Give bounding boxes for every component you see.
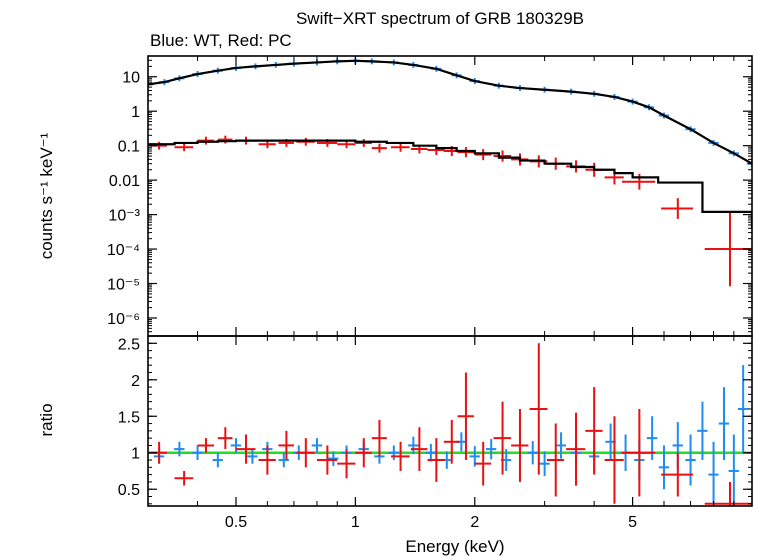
wt-data-point xyxy=(212,452,223,468)
xtick-label: 0.5 xyxy=(225,514,247,531)
pc-data-point xyxy=(661,452,694,497)
pc-data-point xyxy=(474,149,492,161)
panel-1-ytick-label: 1.5 xyxy=(118,409,140,426)
pc-data-point xyxy=(410,427,428,471)
pc-data-point xyxy=(391,441,410,471)
wt-data-point xyxy=(388,445,399,461)
wt-data-point xyxy=(728,434,739,506)
pc-data-point xyxy=(371,143,387,153)
pc-data-point xyxy=(546,423,565,497)
wt-data-point xyxy=(539,451,550,477)
pc-data-point xyxy=(217,135,233,144)
pc-data-point xyxy=(457,147,474,158)
pc-data-point xyxy=(316,445,338,475)
pc-data-point xyxy=(296,438,315,468)
pc-data-point xyxy=(474,441,492,486)
pc-data-point xyxy=(493,150,512,162)
panel-0-ytick-label: 10 xyxy=(122,70,140,87)
wt-data-point xyxy=(230,438,242,453)
pc-data-point xyxy=(427,438,445,482)
wt-data-point xyxy=(192,445,203,461)
pc-data-point xyxy=(661,198,694,219)
wt-data-point xyxy=(737,365,749,453)
spectrum-ylabel: counts s⁻¹ keV⁻¹ xyxy=(37,132,56,259)
panel-0-ytick-label: 0.01 xyxy=(109,173,140,190)
spectrum-panel: 10⁻⁶ 10⁻⁵ 10⁻⁴ 10⁻³ 0.01 0.1 1 10 xyxy=(107,55,753,337)
xtick-label: 5 xyxy=(628,514,637,531)
panel-1-frame xyxy=(147,335,753,507)
y-axis-label-ratio: ratio xyxy=(37,403,56,436)
pc-data-point xyxy=(529,343,548,475)
pc-data-point xyxy=(258,445,276,475)
wt-data-point xyxy=(425,443,436,462)
pc-data-point xyxy=(621,408,656,497)
pc-data-point xyxy=(217,427,233,450)
pc-data-point xyxy=(174,143,194,152)
pc-model-line xyxy=(148,139,752,229)
panel-0-plot-area xyxy=(148,57,752,287)
panel-1-plot-area xyxy=(148,343,752,506)
wt-data-point xyxy=(658,445,670,490)
panel-0-ytick-label: 1 xyxy=(131,104,140,121)
panel-1-ytick-label: 0.5 xyxy=(118,482,140,499)
panel-0-frame xyxy=(147,55,753,337)
pc-data-point xyxy=(511,408,529,482)
pc-data-point xyxy=(443,419,460,464)
pc-data-point xyxy=(621,173,656,190)
pc-data-point xyxy=(278,430,294,461)
pc-data-point xyxy=(174,470,194,486)
pc-data-point xyxy=(585,387,603,475)
pc-data-point xyxy=(296,137,315,146)
wt-data-point xyxy=(697,401,708,461)
pc-data-point xyxy=(371,419,387,457)
pc-data-point xyxy=(355,139,372,147)
wt-data-point xyxy=(408,436,419,455)
panel-1-ytick-label: 1 xyxy=(131,446,140,463)
pc-data-point xyxy=(235,434,256,464)
panel-0-ytick-label: 10⁻⁴ xyxy=(107,242,140,259)
pc-data-point xyxy=(604,416,624,504)
wt-data-point xyxy=(718,387,730,461)
ratio-panel: 0.5 1 1.5 2 2.5 0.5 1 2 5 xyxy=(118,335,753,531)
xtick-label: 1 xyxy=(351,514,360,531)
pc-data-point xyxy=(197,136,214,145)
chart-title: Swift−XRT spectrum of GRB 180329B xyxy=(296,9,584,28)
panel-0-ytick-label: 10⁻⁵ xyxy=(107,277,140,294)
pc-data-point xyxy=(566,412,586,486)
wt-data-point xyxy=(247,449,258,464)
wt-data-point xyxy=(685,434,696,486)
chart-subtitle: Blue: WT, Red: PC xyxy=(150,31,292,50)
wt-data-point xyxy=(174,441,185,457)
panel-1-ytick-label: 2.5 xyxy=(118,336,140,353)
wt-data-point xyxy=(555,432,567,459)
wt-data-point xyxy=(311,438,323,453)
panel-1-ytick-label: 2 xyxy=(131,373,140,390)
wt-data-point xyxy=(708,441,719,506)
pc-data-point xyxy=(704,481,752,506)
pc-data-point xyxy=(355,438,372,468)
pc-data-point xyxy=(337,449,356,479)
y-axis-label-spectrum: counts s⁻¹ keV⁻¹ xyxy=(37,132,56,259)
pc-data-point xyxy=(493,401,512,475)
panel-0-ytick-label: 0.1 xyxy=(118,139,140,156)
pc-data-point xyxy=(457,372,474,461)
wt-data-point xyxy=(485,438,497,460)
panel-0-ytick-label: 10⁻⁶ xyxy=(107,311,140,328)
wt-data-point xyxy=(527,441,538,465)
pc-data-point xyxy=(197,438,214,453)
ratio-ylabel: ratio xyxy=(37,403,56,436)
pc-data-point xyxy=(391,142,410,152)
wt-model-line xyxy=(148,59,752,165)
xtick-label: 2 xyxy=(470,514,479,531)
wt-data-point xyxy=(328,451,339,466)
x-axis-label: Energy (keV) xyxy=(405,537,504,556)
panel-0-ytick-label: 10⁻³ xyxy=(108,208,140,225)
